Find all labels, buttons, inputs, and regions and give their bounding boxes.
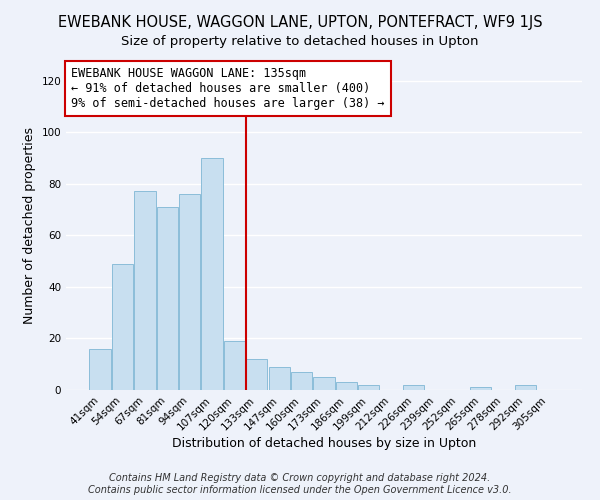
Bar bbox=[269, 367, 290, 390]
Bar bbox=[515, 385, 536, 390]
X-axis label: Distribution of detached houses by size in Upton: Distribution of detached houses by size … bbox=[172, 438, 476, 450]
Bar bbox=[134, 192, 155, 390]
Text: EWEBANK HOUSE WAGGON LANE: 135sqm
← 91% of detached houses are smaller (400)
9% : EWEBANK HOUSE WAGGON LANE: 135sqm ← 91% … bbox=[71, 66, 385, 110]
Bar bbox=[403, 385, 424, 390]
Text: Contains HM Land Registry data © Crown copyright and database right 2024.
Contai: Contains HM Land Registry data © Crown c… bbox=[88, 474, 512, 495]
Bar bbox=[89, 349, 111, 390]
Bar bbox=[157, 207, 178, 390]
Bar bbox=[112, 264, 133, 390]
Text: EWEBANK HOUSE, WAGGON LANE, UPTON, PONTEFRACT, WF9 1JS: EWEBANK HOUSE, WAGGON LANE, UPTON, PONTE… bbox=[58, 15, 542, 30]
Bar bbox=[179, 194, 200, 390]
Bar bbox=[470, 388, 491, 390]
Bar bbox=[336, 382, 357, 390]
Bar bbox=[246, 359, 268, 390]
Bar bbox=[291, 372, 312, 390]
Bar bbox=[202, 158, 223, 390]
Text: Size of property relative to detached houses in Upton: Size of property relative to detached ho… bbox=[121, 35, 479, 48]
Bar bbox=[313, 377, 335, 390]
Y-axis label: Number of detached properties: Number of detached properties bbox=[23, 126, 36, 324]
Bar bbox=[224, 341, 245, 390]
Bar bbox=[358, 385, 379, 390]
